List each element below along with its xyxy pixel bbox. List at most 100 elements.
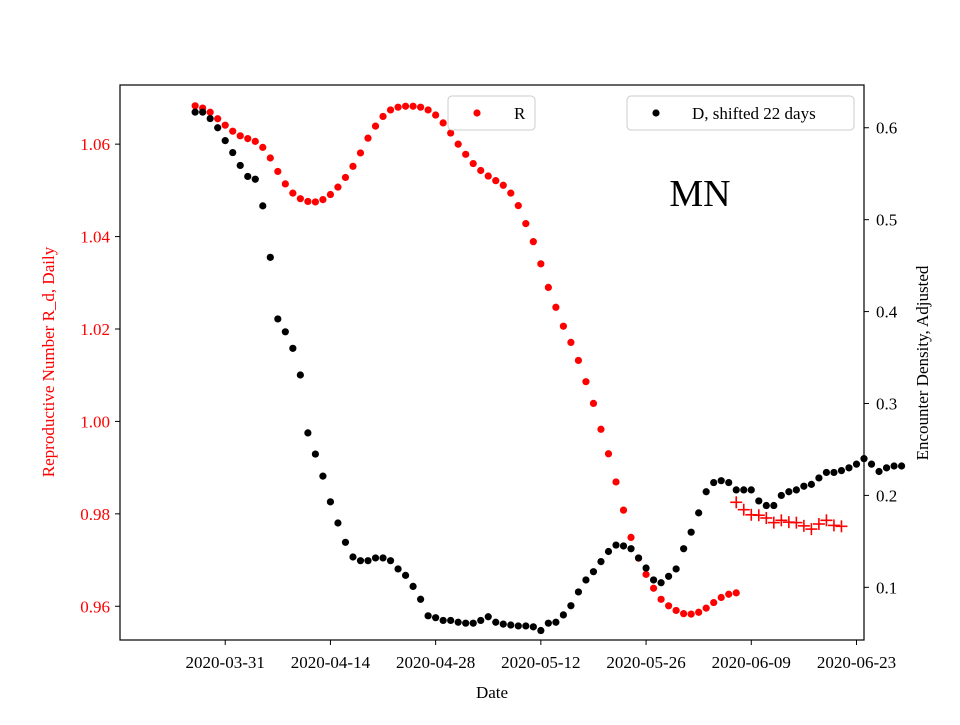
d-point (747, 486, 755, 494)
d-point (484, 613, 492, 621)
x-axis-label: Date (476, 683, 508, 702)
d-point (537, 626, 545, 635)
d-point (867, 460, 876, 468)
legend-r-label: R (514, 104, 526, 123)
r-point (191, 102, 199, 110)
r-point (552, 303, 560, 311)
right-tick-label: 0.2 (876, 486, 897, 505)
d-point (394, 565, 402, 573)
legend-d: D, shifted 22 days (626, 95, 855, 131)
d-point (672, 565, 680, 573)
d-point (702, 488, 710, 496)
d-point (281, 328, 289, 336)
r-point (221, 121, 229, 129)
r-point (251, 137, 259, 145)
d-point (214, 124, 222, 132)
r-point (447, 129, 455, 137)
left-axis-ticks: 0.96 0.98 1.00 1.02 1.04 1.06 (80, 135, 120, 616)
r-plus-point (805, 523, 818, 536)
d-point (341, 538, 350, 546)
x-tick-label: 2020-06-23 (817, 653, 896, 672)
r-point (244, 135, 252, 143)
r-point (462, 150, 470, 158)
state-label: MN (669, 173, 730, 215)
r-point (266, 154, 274, 162)
r-point (529, 238, 537, 246)
d-point (492, 618, 500, 626)
d-point (559, 611, 567, 619)
r-plus-point (730, 496, 743, 509)
d-point (417, 595, 425, 603)
r-point (559, 322, 567, 330)
legend-r-frame (447, 95, 536, 131)
r-point (386, 106, 395, 114)
r-plus-point (752, 509, 765, 522)
d-point (582, 576, 590, 584)
r-point (236, 132, 244, 140)
r-point (379, 112, 387, 121)
d-point (619, 542, 628, 550)
d-point (349, 553, 357, 561)
x-axis-ticks: 2020-03-31 2020-04-14 2020-04-28 2020-05-12… (186, 640, 896, 672)
d-point (552, 618, 560, 626)
d-point (567, 602, 575, 610)
r-point (394, 103, 402, 111)
marks-layer (191, 102, 906, 635)
r-point (507, 189, 515, 197)
r-point (364, 134, 372, 142)
d-point (371, 554, 380, 562)
r-point (304, 197, 312, 206)
d-point (837, 466, 846, 475)
d-point (777, 491, 785, 500)
d-point (845, 464, 853, 472)
d-point (221, 137, 229, 145)
d-point (665, 572, 673, 580)
d-point (710, 478, 718, 487)
r-plus-point (812, 518, 825, 531)
x-tick-label: 2020-03-31 (186, 653, 265, 672)
r-point (371, 122, 380, 130)
d-point (762, 501, 770, 510)
d-point (454, 618, 462, 626)
d-point (695, 509, 703, 517)
d-point (815, 474, 823, 482)
d-point (597, 557, 605, 566)
r-plus-point (760, 512, 773, 525)
r-point (469, 159, 477, 168)
legend-d-frame (626, 95, 855, 131)
r-point (259, 143, 267, 151)
legend-d-marker (652, 109, 660, 117)
r-plus-point (820, 514, 833, 527)
d-point (634, 554, 643, 562)
d-point (206, 114, 214, 123)
plot-frame (119, 84, 865, 641)
d-point (589, 568, 598, 576)
r-plus-point (767, 516, 780, 529)
r-point (499, 181, 507, 189)
d-point (657, 579, 665, 587)
x-tick-label: 2020-06-09 (712, 653, 791, 672)
r-point (274, 167, 282, 176)
r-point (537, 260, 545, 268)
r-plus-point (827, 519, 840, 532)
d-point (334, 519, 342, 527)
d-point (852, 460, 861, 468)
d-point (680, 545, 688, 553)
r-point (642, 570, 650, 578)
r-point (582, 378, 590, 386)
r-plus-point (835, 520, 848, 533)
d-point (244, 172, 252, 181)
d-point (259, 202, 267, 210)
d-point (477, 616, 485, 625)
r-point (417, 103, 425, 111)
r-point (672, 606, 680, 615)
d-point (304, 429, 312, 437)
left-tick-label: 1.02 (80, 320, 110, 339)
r-point (612, 478, 620, 486)
r-point (484, 172, 492, 180)
r-point (717, 593, 725, 602)
r-point (326, 190, 335, 199)
r-point (597, 425, 605, 433)
d-point (574, 588, 583, 596)
